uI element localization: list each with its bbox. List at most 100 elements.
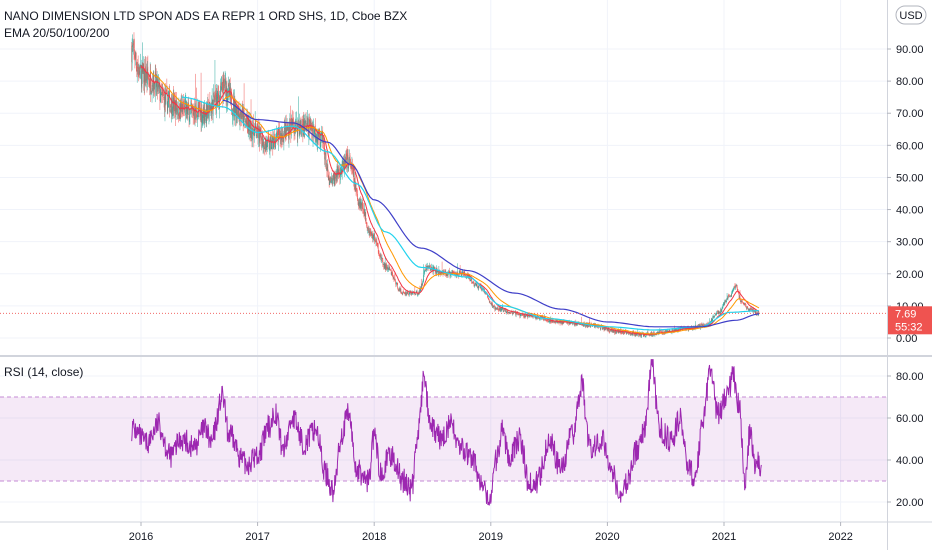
candle-body [658, 331, 659, 334]
candle-body [605, 328, 606, 330]
candle-body [421, 284, 423, 288]
candle-body [726, 299, 727, 302]
candle-body [383, 264, 384, 265]
candle-body [699, 325, 700, 327]
candle-body [360, 201, 362, 208]
candle-body [266, 144, 268, 148]
candle-body [148, 79, 149, 81]
candle-body [513, 312, 515, 313]
candle-body [367, 228, 369, 230]
candle-body [361, 202, 363, 206]
candle-body [496, 308, 497, 310]
candle-body [440, 273, 441, 274]
candle-body [479, 285, 481, 288]
candle-body [643, 334, 645, 336]
candle-body [466, 274, 468, 278]
candle-body [374, 233, 375, 242]
candle-body [502, 309, 504, 312]
candle-body [426, 266, 428, 268]
candle-body [335, 173, 337, 181]
rsi-tick-label: 80.00 [896, 371, 924, 383]
candle-body [292, 119, 293, 125]
candle-body [547, 320, 549, 322]
candle-body [402, 293, 403, 295]
candle-body [469, 275, 471, 281]
candle-body [400, 289, 401, 291]
candle-body [641, 333, 642, 337]
candle-body [751, 308, 753, 311]
candle-body [237, 110, 239, 118]
last-price-tag: 7.69 55:32 [888, 306, 932, 335]
candle-body [374, 241, 376, 242]
candle-body [154, 86, 156, 95]
candle-body [441, 272, 442, 274]
time-axis[interactable]: 2016 2017 2018 2019 2020 2021 2022 [129, 522, 853, 543]
candle-body [414, 293, 416, 295]
candle-body [307, 117, 309, 128]
ema-50-line [149, 70, 760, 335]
candle-body [468, 274, 469, 278]
candle-body [219, 95, 220, 110]
candle-body [390, 270, 392, 275]
candle-body [435, 271, 436, 273]
candle-body [330, 181, 331, 183]
candle-body [674, 329, 676, 332]
candle-body [656, 332, 658, 334]
candle-body [538, 318, 540, 320]
candle-body [699, 324, 701, 328]
price-axis[interactable]: 0.0010.0020.0030.0040.0050.0060.0070.008… [887, 44, 924, 345]
candle-body [163, 97, 164, 98]
candle-body [545, 318, 547, 321]
candle-body [668, 330, 670, 332]
candle-body [474, 284, 476, 286]
candle-body [211, 104, 213, 111]
candle-body [373, 234, 374, 238]
candle-body [220, 85, 221, 98]
candle-body [350, 166, 352, 168]
candle-body [136, 69, 138, 72]
candle-body [240, 111, 241, 118]
candle-body [720, 309, 722, 312]
candle-body [470, 279, 472, 281]
candle-body [422, 280, 424, 283]
candle-body [147, 68, 148, 85]
candle-body [327, 173, 329, 180]
candle-body [724, 300, 726, 301]
candle-body [661, 330, 662, 333]
candle-body [389, 266, 390, 270]
candle-body [365, 222, 367, 223]
candle-body [546, 320, 547, 322]
candle-body [212, 100, 213, 115]
ema-200-line [222, 99, 760, 328]
candle-body [210, 106, 212, 111]
candle-body [662, 330, 664, 334]
candle-body [411, 293, 413, 295]
candle-body [505, 309, 506, 311]
candle-body [532, 315, 534, 318]
candle-body [278, 128, 279, 143]
candle-body [146, 68, 148, 83]
candle-body [408, 293, 410, 296]
candle-body [717, 311, 719, 313]
candle-body [325, 152, 326, 155]
candle-body [339, 168, 340, 175]
candle-body [477, 286, 479, 289]
currency-badge[interactable]: USD [895, 5, 927, 25]
candle-body [426, 265, 428, 269]
candle-body [723, 303, 725, 305]
candle-body [216, 96, 218, 107]
candle-body [596, 326, 598, 328]
candle-body [185, 101, 187, 103]
rsi-axis[interactable]: 20.00 40.00 60.00 80.00 [887, 371, 924, 509]
candle-body [271, 147, 272, 149]
candle-body [512, 312, 514, 314]
candle-body [451, 271, 453, 273]
candle-body [394, 278, 396, 280]
candle-body [550, 321, 552, 323]
candle-body [259, 129, 260, 143]
candle-body [386, 264, 387, 269]
price-tick-label: 20.00 [896, 269, 924, 281]
candle-body [635, 332, 636, 337]
candle-body [405, 292, 407, 295]
